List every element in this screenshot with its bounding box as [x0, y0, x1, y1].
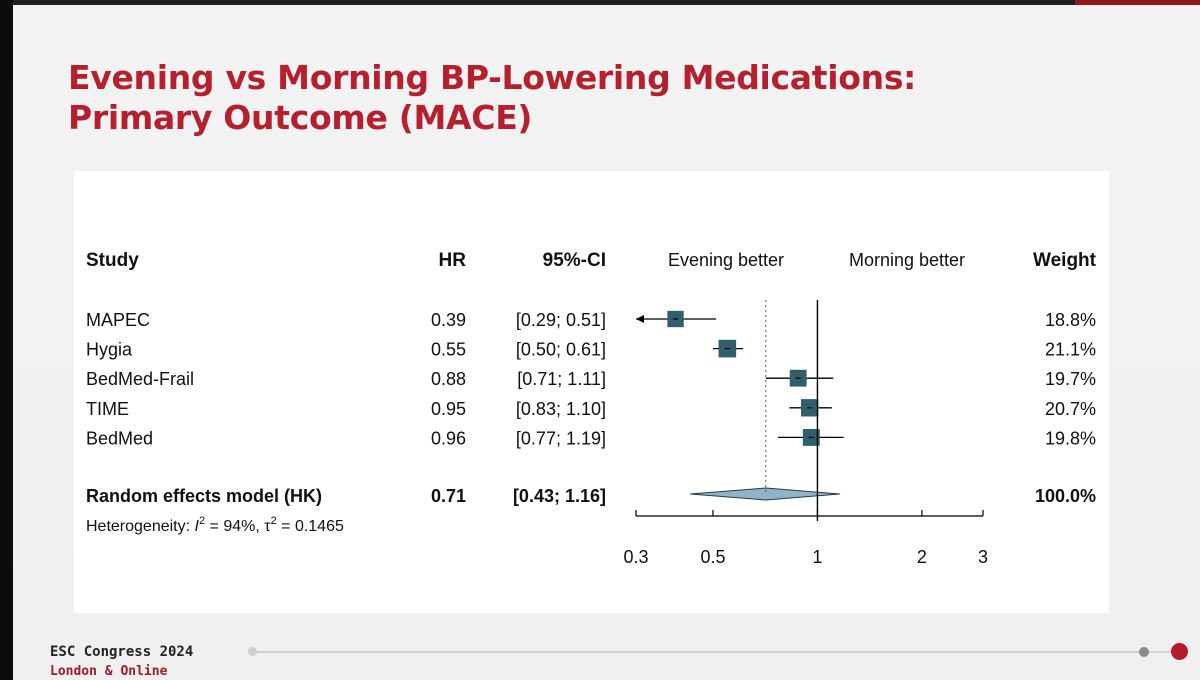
header-weight: Weight [1033, 250, 1097, 271]
study-ci: [0.50; 0.61] [516, 340, 606, 360]
study-ci: [0.83; 1.10] [516, 399, 606, 419]
forest-plot: Study HR 95%-CI Evening better Morning b… [86, 250, 1097, 567]
study-hr: 0.95 [431, 399, 466, 419]
study-hr: 0.88 [431, 369, 466, 389]
ci-arrow [636, 315, 644, 323]
footer-red-dot [1171, 643, 1188, 660]
tau-superscript: 2 [271, 515, 277, 527]
pooled-hr: 0.71 [431, 486, 466, 506]
study-hr: 0.39 [431, 310, 466, 330]
i2-superscript: 2 [199, 515, 205, 527]
footer-congress: ESC Congress 2024 [50, 644, 194, 660]
study-name: BedMed-Frail [86, 369, 194, 389]
study-weight: 20.7% [1045, 399, 1096, 419]
header-hr: HR [439, 250, 467, 271]
study-hr: 0.55 [431, 340, 466, 360]
x-tick-label: 0.5 [700, 547, 725, 567]
i2-symbol: I [195, 518, 200, 535]
study-ci: [0.71; 1.11] [517, 369, 606, 389]
study-name: MAPEC [86, 310, 150, 330]
study-ci: [0.77; 1.19] [516, 428, 606, 448]
slide-title: Evening vs Morning BP-Lowering Medicatio… [68, 58, 916, 138]
footer-location: London & Online [50, 664, 168, 679]
study-name: BedMed [86, 428, 153, 448]
study-hr: 0.96 [431, 428, 466, 448]
study-weight: 18.8% [1045, 310, 1096, 330]
left-edge-bar [0, 0, 13, 680]
forest-plot-panel: Study HR 95%-CI Evening better Morning b… [74, 171, 1109, 613]
title-line-1: Evening vs Morning BP-Lowering Medicatio… [68, 58, 917, 97]
header-ci: 95%-CI [543, 250, 606, 271]
study-name: Hygia [86, 340, 133, 360]
study-weight: 19.7% [1045, 369, 1096, 389]
plot-marks: 0.3 0.5 1 2 3 [623, 300, 988, 567]
heterogeneity-text: Heterogeneity: I2 = 94%, τ2 = 0.1465 [86, 515, 344, 535]
tau-symbol: τ [264, 518, 271, 535]
footer-grey-dot [1139, 647, 1149, 657]
study-weight: 19.8% [1045, 428, 1096, 448]
x-tick-label: 3 [978, 547, 988, 567]
heterogeneity-prefix: Heterogeneity: [86, 518, 195, 535]
footer-end-line [1148, 651, 1172, 653]
pooled-ci: [0.43; 1.16] [513, 486, 606, 506]
x-tick-label: 0.3 [623, 547, 648, 567]
pooled-name: Random effects model (HK) [86, 486, 322, 506]
top-bar-accent [1075, 0, 1200, 7]
study-rows: MAPEC 0.39 [0.29; 0.51] 18.8% Hygia 0.55 [0.50… [86, 310, 1096, 448]
title-line-2: Primary Outcome (MACE) [68, 98, 533, 137]
footer-start-dot [248, 647, 257, 656]
tau-value: = 0.1465 [277, 518, 344, 535]
header-evening-better: Evening better [668, 250, 784, 270]
pooled-weight: 100.0% [1035, 486, 1096, 506]
study-name: TIME [86, 399, 129, 419]
top-bar [0, 0, 1200, 5]
footer-progress-line [250, 651, 1145, 653]
x-tick-label: 1 [812, 547, 822, 567]
study-ci: [0.29; 0.51] [516, 310, 606, 330]
header-morning-better: Morning better [849, 250, 965, 270]
pooled-diamond [690, 487, 840, 501]
study-weight: 21.1% [1045, 340, 1096, 360]
header-study: Study [86, 250, 139, 271]
x-tick-label: 2 [917, 547, 927, 567]
i2-value: = 94%, [205, 518, 264, 535]
